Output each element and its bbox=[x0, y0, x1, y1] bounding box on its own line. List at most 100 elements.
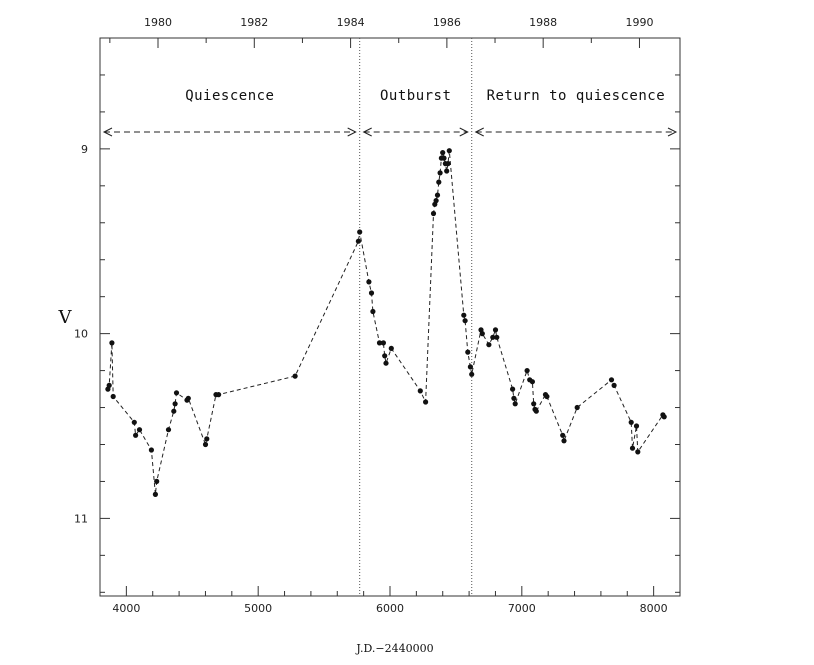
data-point bbox=[152, 491, 158, 497]
data-point bbox=[430, 210, 437, 217]
data-point bbox=[608, 377, 615, 383]
phase-label: Quiescence bbox=[185, 88, 274, 104]
data-point bbox=[292, 373, 298, 379]
data-point bbox=[216, 392, 222, 398]
top-year-tick-labels: 1980 1982 1984 1986 1988 1990 bbox=[144, 16, 653, 29]
data-point bbox=[574, 404, 580, 411]
data-point bbox=[492, 327, 499, 333]
top-year-label: 1990 bbox=[625, 16, 653, 29]
x-tick-labels: 4000 5000 6000 7000 8000 bbox=[112, 602, 667, 615]
data-point bbox=[382, 353, 388, 359]
phase-arrow-head-left bbox=[474, 127, 484, 137]
phase-arrows bbox=[102, 127, 678, 137]
top-year-label: 1982 bbox=[240, 16, 268, 29]
phase-arrow-head-left bbox=[362, 127, 372, 137]
data-point bbox=[355, 238, 361, 244]
y-tick-label: 9 bbox=[81, 143, 88, 156]
data-point bbox=[433, 198, 439, 204]
data-point bbox=[479, 331, 485, 337]
data-point bbox=[561, 438, 567, 444]
data-point bbox=[633, 423, 640, 429]
data-point bbox=[172, 401, 178, 407]
data-point bbox=[366, 279, 372, 285]
x-tick-label: 7000 bbox=[508, 602, 536, 615]
phase-labels: Quiescence Outburst Return to quiescence bbox=[185, 88, 666, 104]
series-line bbox=[107, 150, 665, 495]
data-point bbox=[544, 393, 550, 400]
data-point bbox=[154, 478, 160, 484]
data-point bbox=[445, 161, 451, 167]
data-point bbox=[628, 419, 634, 425]
x-tick-label: 4000 bbox=[112, 602, 140, 615]
data-point bbox=[524, 368, 530, 374]
phase-arrow-head-right bbox=[459, 127, 469, 137]
y-axis-title: V bbox=[58, 307, 73, 328]
data-point bbox=[417, 388, 423, 394]
data-point bbox=[185, 395, 191, 401]
y-tick-label: 11 bbox=[74, 512, 88, 525]
data-point bbox=[437, 170, 443, 176]
data-point bbox=[204, 436, 210, 442]
data-point bbox=[131, 419, 137, 425]
phase-arrow-head-right bbox=[347, 127, 357, 137]
axis-ticks bbox=[99, 37, 681, 596]
y-tick-label: 10 bbox=[74, 328, 88, 341]
top-year-label: 1980 bbox=[144, 16, 172, 29]
phase-label: Outburst bbox=[380, 88, 451, 104]
data-point bbox=[441, 155, 447, 161]
data-point bbox=[469, 371, 475, 377]
data-point bbox=[533, 408, 539, 414]
phase-arrow-head-right bbox=[667, 127, 678, 137]
data-point bbox=[494, 334, 500, 340]
data-point bbox=[388, 345, 394, 351]
data-point bbox=[629, 445, 636, 451]
data-point bbox=[434, 192, 441, 198]
data-point bbox=[444, 168, 450, 174]
data-point bbox=[486, 342, 492, 348]
data-point bbox=[109, 340, 115, 346]
data-point bbox=[136, 427, 143, 433]
data-points bbox=[105, 148, 667, 497]
data-point bbox=[440, 150, 446, 156]
data-point bbox=[531, 401, 537, 407]
data-point bbox=[490, 334, 496, 340]
top-year-label: 1988 bbox=[529, 16, 557, 29]
phase-boundary-lines bbox=[359, 38, 473, 596]
data-point bbox=[511, 395, 517, 401]
data-point bbox=[165, 427, 172, 433]
data-point bbox=[357, 229, 363, 235]
data-point bbox=[171, 408, 177, 414]
data-point bbox=[173, 390, 180, 396]
x-tick-label: 5000 bbox=[244, 602, 272, 615]
top-year-label: 1986 bbox=[433, 16, 461, 29]
data-point bbox=[560, 432, 566, 438]
data-point bbox=[635, 449, 641, 455]
data-point bbox=[383, 360, 389, 366]
data-point bbox=[661, 414, 667, 420]
phase-arrow-head-left bbox=[102, 127, 113, 137]
y-tick-labels: 9 10 11 bbox=[74, 143, 88, 526]
data-point bbox=[148, 447, 154, 453]
data-point bbox=[436, 179, 442, 185]
data-point bbox=[462, 318, 468, 324]
data-point bbox=[509, 386, 516, 392]
data-point bbox=[368, 290, 375, 296]
data-point bbox=[202, 441, 209, 448]
data-point bbox=[370, 308, 376, 315]
data-point bbox=[467, 364, 473, 370]
data-point bbox=[423, 399, 429, 405]
x-axis-title: J.D.−2440000 bbox=[355, 642, 433, 655]
data-point bbox=[110, 393, 116, 400]
x-tick-label: 8000 bbox=[640, 602, 668, 615]
data-point bbox=[133, 432, 139, 438]
plot-frame bbox=[99, 37, 681, 597]
data-point bbox=[611, 382, 617, 388]
data-point bbox=[376, 340, 383, 346]
x-tick-label: 6000 bbox=[376, 602, 404, 615]
series-dashed-line bbox=[107, 150, 665, 495]
data-point bbox=[106, 382, 112, 388]
phase-label: Return to quiescence bbox=[487, 88, 666, 104]
data-point bbox=[512, 401, 518, 407]
data-point bbox=[529, 379, 536, 385]
